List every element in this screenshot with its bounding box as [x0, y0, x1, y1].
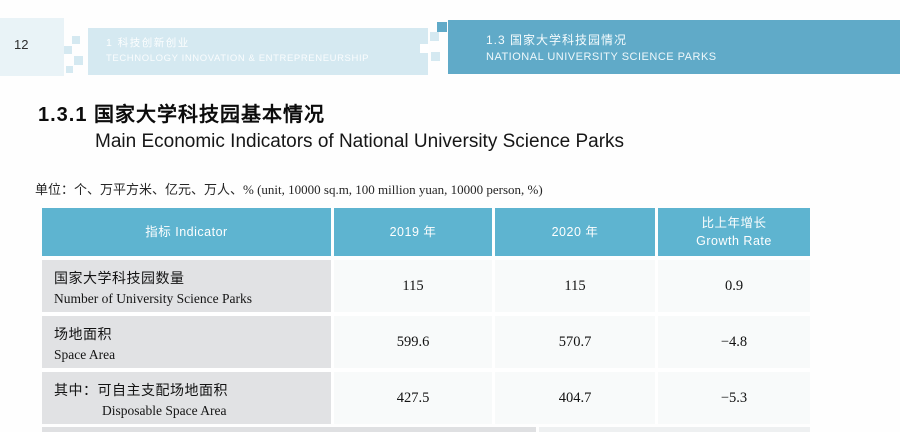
stair-decoration	[74, 56, 83, 65]
value-2020: 570.7	[495, 316, 655, 368]
value-2019: 115	[334, 260, 492, 312]
chapter-title-en: TECHNOLOGY INNOVATION & ENTREPRENEURSHIP	[106, 53, 370, 64]
value-2020: 115	[495, 260, 655, 312]
stair-decoration	[64, 46, 72, 54]
header-indicator: 指标 Indicator	[42, 208, 331, 256]
header-2019: 2019 年	[334, 208, 492, 256]
header-2020: 2020 年	[495, 208, 655, 256]
header-growth-zh: 比上年增长	[701, 215, 767, 230]
stair-decoration	[437, 22, 447, 32]
heading-en: Main Economic Indicators of National Uni…	[95, 131, 625, 152]
indicators-table: 指标 Indicator 2019 年 2020 年 比上年增长 Growth …	[42, 208, 810, 424]
header-growth-en: Growth Rate	[696, 234, 772, 248]
stair-decoration	[430, 32, 439, 41]
indicator-zh: 国家大学科技园数量	[54, 272, 185, 287]
stair-decoration	[72, 36, 80, 44]
stair-decoration	[420, 44, 429, 53]
stair-decoration	[431, 52, 440, 61]
section-title-en: NATIONAL UNIVERSITY SCIENCE PARKS	[486, 51, 717, 63]
header-growth: 比上年增长 Growth Rate	[658, 208, 810, 256]
table-next-row-partial	[539, 427, 810, 432]
value-2020: 404.7	[495, 372, 655, 424]
table-row-indicator: 场地面积 Space Area	[42, 316, 331, 368]
heading-zh: 1.3.1 国家大学科技园基本情况	[38, 104, 326, 126]
value-2019: 427.5	[334, 372, 492, 424]
indicator-zh: 场地面积	[54, 328, 112, 343]
chapter-banner: 1 科技创新创业 TECHNOLOGY INNOVATION & ENTREPR…	[88, 28, 428, 75]
table-row-indicator: 国家大学科技园数量 Number of University Science P…	[42, 260, 331, 312]
page-number: 12	[14, 37, 29, 52]
stair-decoration	[66, 66, 73, 73]
indicator-zh: 其中：可自主支配场地面积	[54, 384, 228, 399]
value-2019: 599.6	[334, 316, 492, 368]
page-number-strip	[0, 18, 64, 76]
table-row-indicator: 其中：可自主支配场地面积 Disposable Space Area	[42, 372, 331, 424]
value-growth: −4.8	[658, 316, 810, 368]
section-banner: 1.3 国家大学科技园情况 NATIONAL UNIVERSITY SCIENC…	[448, 20, 900, 74]
value-growth: 0.9	[658, 260, 810, 312]
chapter-title-zh: 1 科技创新创业	[106, 37, 190, 49]
indicator-en: Number of University Science Parks	[54, 291, 252, 306]
indicator-en: Disposable Space Area	[102, 403, 227, 418]
value-growth: −5.3	[658, 372, 810, 424]
unit-note: 单位：个、万平方米、亿元、万人、% (unit, 10000 sq.m, 100…	[35, 182, 543, 197]
section-title-zh: 1.3 国家大学科技园情况	[486, 33, 628, 47]
indicator-en: Space Area	[54, 347, 116, 362]
table-next-row-partial	[42, 427, 536, 432]
